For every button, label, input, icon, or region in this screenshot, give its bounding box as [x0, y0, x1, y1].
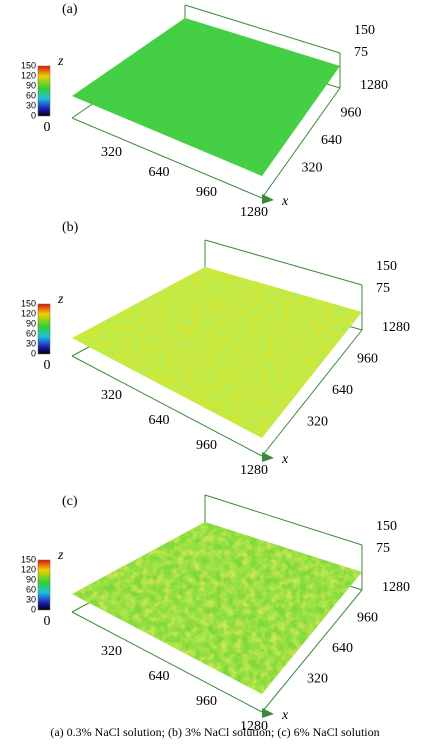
z-tick-label: 150: [376, 519, 397, 534]
axis-line: [261, 87, 341, 199]
panel-label: (a): [62, 2, 78, 17]
x-tick-label: 320: [101, 388, 122, 403]
axis-line: [71, 355, 263, 457]
x-tick-label: 0: [44, 358, 51, 373]
z-axis-label: z: [57, 54, 64, 69]
caption: (a) 0.3% NaCl solution; (b) 3% NaCl solu…: [50, 725, 379, 739]
axis-line: [204, 239, 363, 286]
axis-line: [71, 611, 263, 713]
z-axis-label: z: [57, 292, 64, 307]
y-tick-label: 320: [307, 672, 328, 687]
colorbar-tick-label: 30: [26, 594, 36, 604]
colorbar-tick-label: 0: [31, 348, 36, 358]
colorbar-tick-label: 150: [21, 554, 36, 564]
surface-texture: [72, 522, 362, 694]
x-tick-label: 0: [44, 614, 51, 629]
z-tick-label: 75: [354, 45, 368, 60]
colorbar: [37, 559, 51, 611]
y-tick-label: 320: [302, 161, 323, 176]
z-tick-label: 150: [354, 23, 375, 38]
colorbar-tick-label: 120: [21, 308, 36, 318]
axis-line: [204, 494, 363, 546]
y-tick-label: 640: [332, 641, 353, 656]
axis-line: [261, 589, 363, 713]
y-tick-label: 960: [357, 611, 378, 626]
x-tick-label: 960: [196, 185, 217, 200]
colorbar-tick-label: 60: [26, 328, 36, 338]
y-tick-label: 1280: [382, 320, 410, 335]
colorbar: [37, 65, 51, 117]
axis-line: [184, 4, 341, 54]
surface-texture: [72, 267, 362, 438]
x-tick-label: 640: [149, 413, 170, 428]
y-tick-label: 640: [321, 133, 342, 148]
axis-arrow: [262, 708, 274, 718]
z-axis-label: z: [57, 548, 64, 563]
colorbar-tick-label: 30: [26, 338, 36, 348]
x-tick-label: 0: [44, 120, 51, 135]
y-tick-label: 1280: [382, 580, 410, 595]
colorbar-tick-label: 90: [26, 318, 36, 328]
y-tick-label: 960: [341, 106, 362, 121]
axis-line: [71, 117, 263, 199]
colorbar-tick-label: 0: [31, 110, 36, 120]
z-tick-label: 150: [376, 259, 397, 274]
axis-arrow: [262, 194, 274, 204]
colorbar-tick-label: 90: [26, 80, 36, 90]
x-axis-label: x: [281, 708, 289, 723]
axis-line: [261, 329, 363, 457]
x-tick-label: 960: [196, 694, 217, 709]
colorbar-tick-label: 0: [31, 604, 36, 614]
surface-texture: [72, 18, 340, 176]
y-tick-label: 1280: [360, 78, 388, 93]
colorbar-tick-label: 60: [26, 90, 36, 100]
y-tick-label: 960: [357, 352, 378, 367]
x-axis-label: x: [281, 452, 289, 467]
z-tick-label: 75: [376, 281, 390, 296]
colorbar-tick-label: 90: [26, 574, 36, 584]
colorbar-tick-label: 150: [21, 298, 36, 308]
colorbar: [37, 303, 51, 355]
x-tick-label: 960: [196, 438, 217, 453]
x-tick-label: 1280: [240, 463, 268, 478]
x-axis-label: x: [281, 194, 289, 209]
x-tick-label: 1280: [240, 205, 268, 220]
x-tick-label: 640: [149, 165, 170, 180]
x-tick-label: 320: [101, 145, 122, 160]
colorbar-tick-label: 60: [26, 584, 36, 594]
y-tick-label: 640: [332, 383, 353, 398]
y-tick-label: 320: [307, 415, 328, 430]
panel-label: (c): [62, 494, 78, 509]
colorbar-tick-label: 150: [21, 60, 36, 70]
x-tick-label: 1280: [240, 719, 268, 734]
colorbar-tick-label: 30: [26, 100, 36, 110]
colorbar-tick-label: 120: [21, 70, 36, 80]
axis-arrow: [262, 452, 274, 462]
x-tick-label: 640: [149, 669, 170, 684]
panel-label: (b): [62, 220, 79, 235]
z-tick-label: 75: [376, 541, 390, 556]
x-tick-label: 320: [101, 644, 122, 659]
colorbar-tick-label: 120: [21, 564, 36, 574]
